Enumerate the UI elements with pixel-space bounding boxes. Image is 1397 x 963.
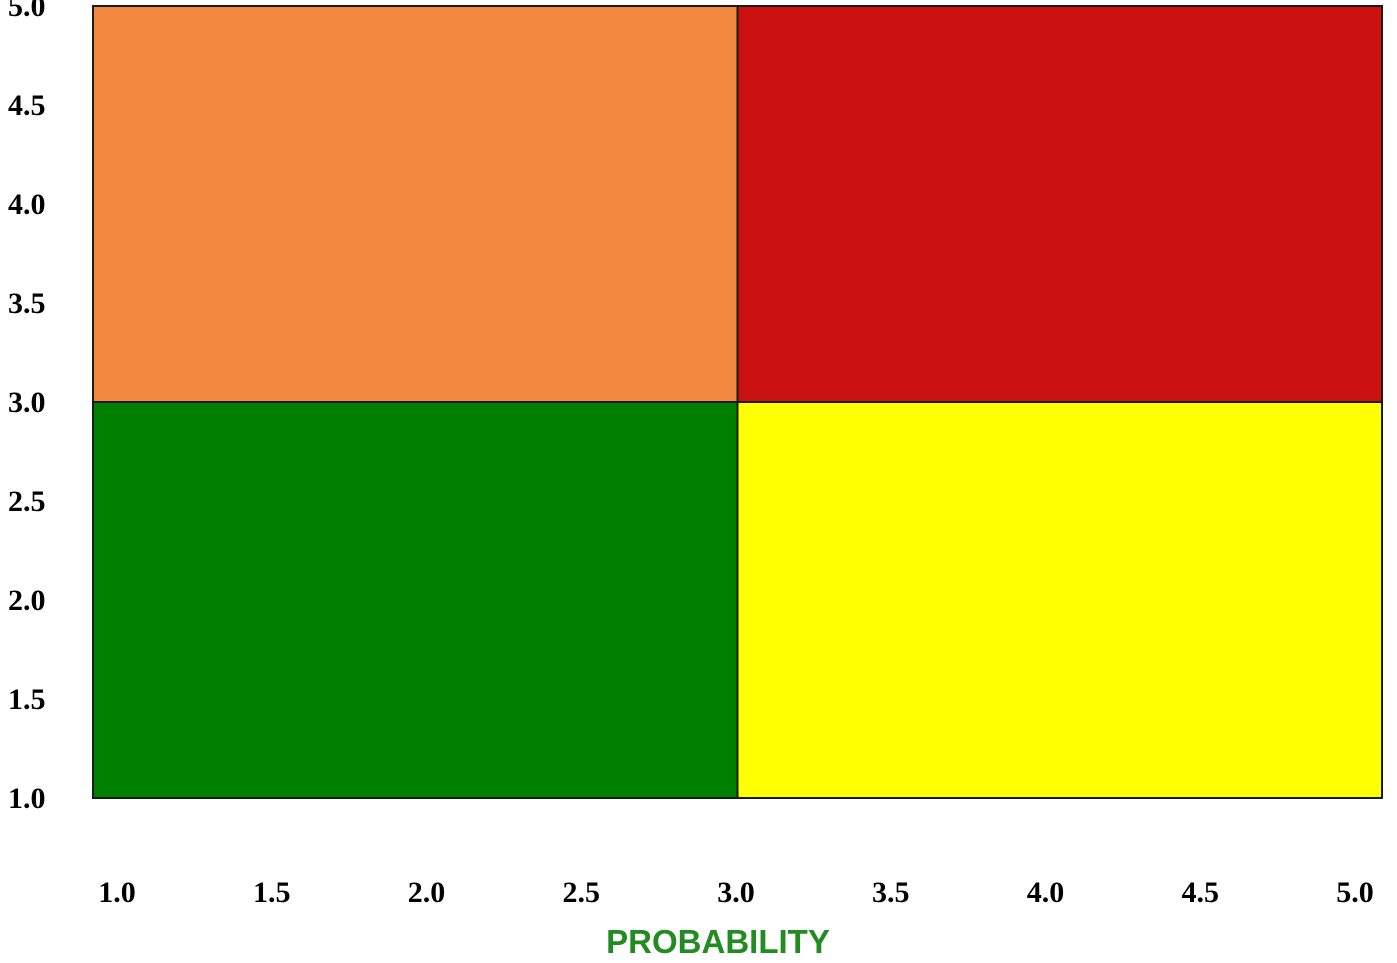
y-tick-label: 4.5 bbox=[8, 89, 46, 122]
chart-regions bbox=[92, 5, 1383, 799]
region-1 bbox=[736, 5, 1383, 403]
y-tick-label: 1.5 bbox=[8, 683, 46, 716]
y-tick-label: 3.5 bbox=[8, 287, 46, 320]
x-axis-ticks: 1.0 1.5 2.0 2.5 3.0 3.5 4.0 4.5 5.0 bbox=[98, 876, 1374, 909]
region-3 bbox=[736, 401, 1383, 799]
x-tick-label: 3.5 bbox=[872, 876, 910, 909]
y-tick-label: 2.0 bbox=[8, 584, 46, 617]
y-axis-ticks: 1.0 1.5 2.0 2.5 3.0 3.5 4.0 4.5 5.0 bbox=[8, 0, 46, 815]
x-tick-label: 1.0 bbox=[98, 876, 136, 909]
region-0 bbox=[92, 5, 739, 403]
y-tick-label: 5.0 bbox=[8, 0, 46, 23]
x-axis-title: PROBABILITY bbox=[606, 923, 830, 960]
y-tick-label: 4.0 bbox=[8, 188, 46, 221]
y-tick-label: 2.5 bbox=[8, 485, 46, 518]
x-tick-label: 2.0 bbox=[408, 876, 446, 909]
x-tick-label: 3.0 bbox=[717, 876, 755, 909]
region-2 bbox=[92, 401, 739, 799]
y-tick-label: 3.0 bbox=[8, 386, 46, 419]
x-tick-label: 1.5 bbox=[253, 876, 291, 909]
y-tick-label: 1.0 bbox=[8, 782, 46, 815]
x-tick-label: 5.0 bbox=[1336, 876, 1374, 909]
x-tick-label: 4.0 bbox=[1027, 876, 1065, 909]
x-tick-label: 2.5 bbox=[563, 876, 601, 909]
x-tick-label: 4.5 bbox=[1182, 876, 1220, 909]
